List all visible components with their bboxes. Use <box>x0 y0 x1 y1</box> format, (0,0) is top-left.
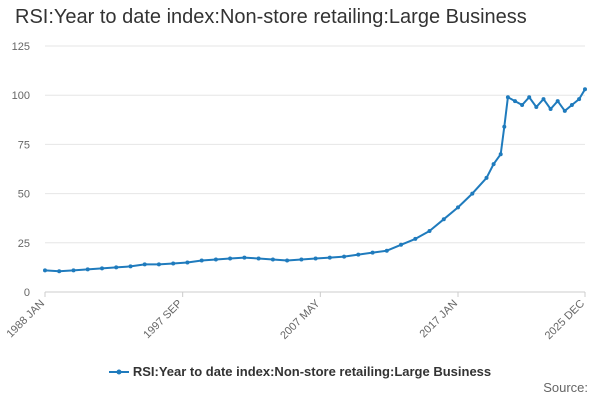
data-point[interactable] <box>498 152 503 157</box>
x-tick-label: 2007 MAY <box>278 297 323 342</box>
data-point[interactable] <box>270 257 275 262</box>
y-tick-label: 100 <box>12 90 30 102</box>
x-tick-label: 1988 JAN <box>4 298 47 341</box>
data-point[interactable] <box>541 97 546 102</box>
legend-label: RSI:Year to date index:Non-store retaili… <box>132 364 492 379</box>
data-point[interactable] <box>299 257 304 262</box>
data-point[interactable] <box>114 265 119 270</box>
data-point[interactable] <box>484 175 489 180</box>
legend: RSI:Year to date index:Non-store retaili… <box>0 364 600 380</box>
data-point[interactable] <box>43 268 47 273</box>
y-tick-label: 75 <box>18 139 30 151</box>
data-point[interactable] <box>470 191 475 196</box>
data-point[interactable] <box>228 256 233 261</box>
chart-title: RSI:Year to date index:Non-store retaili… <box>15 6 527 28</box>
data-point[interactable] <box>527 95 532 100</box>
data-point[interactable] <box>569 103 574 107</box>
data-point[interactable] <box>256 256 261 261</box>
data-point[interactable] <box>413 236 418 241</box>
legend-line-marker-icon <box>108 369 129 374</box>
data-point[interactable] <box>199 258 204 263</box>
data-point[interactable] <box>100 266 104 271</box>
data-point[interactable] <box>513 99 517 104</box>
axes: 0 25 50 75 100 125 1988 JAN 1997 SEP 2007 MAY 201… <box>4 41 587 342</box>
data-point[interactable] <box>242 255 247 260</box>
data-point[interactable] <box>370 250 375 255</box>
data-point[interactable] <box>520 103 525 107</box>
data-point[interactable] <box>534 105 539 109</box>
series-line <box>44 88 586 273</box>
data-point[interactable] <box>548 107 553 111</box>
data-point[interactable] <box>456 205 460 210</box>
y-tick-label: 0 <box>24 287 30 299</box>
data-point[interactable] <box>491 162 496 167</box>
data-point[interactable] <box>128 264 133 269</box>
data-point[interactable] <box>441 217 446 222</box>
data-point[interactable] <box>313 256 318 261</box>
data-point[interactable] <box>427 229 432 233</box>
data-point[interactable] <box>555 99 560 104</box>
data-point[interactable] <box>399 242 403 247</box>
data-point[interactable] <box>327 255 332 260</box>
data-point[interactable] <box>57 269 62 274</box>
data-point[interactable] <box>342 254 347 259</box>
legend-item[interactable]: RSI:Year to date index:Non-store retaili… <box>108 364 492 379</box>
data-point[interactable] <box>502 124 507 129</box>
data-point[interactable] <box>185 260 190 265</box>
data-point[interactable] <box>285 258 290 263</box>
data-point[interactable] <box>156 262 161 267</box>
data-point[interactable] <box>213 257 218 262</box>
data-point[interactable] <box>71 268 76 273</box>
x-tick-label: 1997 SEP <box>141 298 185 342</box>
y-tick-label: 50 <box>18 189 30 201</box>
data-point[interactable] <box>577 97 582 102</box>
data-point[interactable] <box>384 248 389 253</box>
series-layer <box>43 87 587 274</box>
data-point[interactable] <box>142 262 147 267</box>
x-tick-label: 2025 DEC <box>543 298 587 342</box>
y-tick-label: 25 <box>18 238 30 250</box>
data-point[interactable] <box>356 252 361 257</box>
y-tick-label: 125 <box>12 41 30 53</box>
source-label: Source: <box>543 380 588 395</box>
data-point[interactable] <box>583 87 587 92</box>
data-point[interactable] <box>562 108 567 113</box>
data-point[interactable] <box>505 95 510 100</box>
x-tick-label: 2017 JAN <box>417 298 460 341</box>
data-point[interactable] <box>171 261 176 266</box>
gridlines <box>45 45 585 244</box>
data-point[interactable] <box>85 267 90 272</box>
